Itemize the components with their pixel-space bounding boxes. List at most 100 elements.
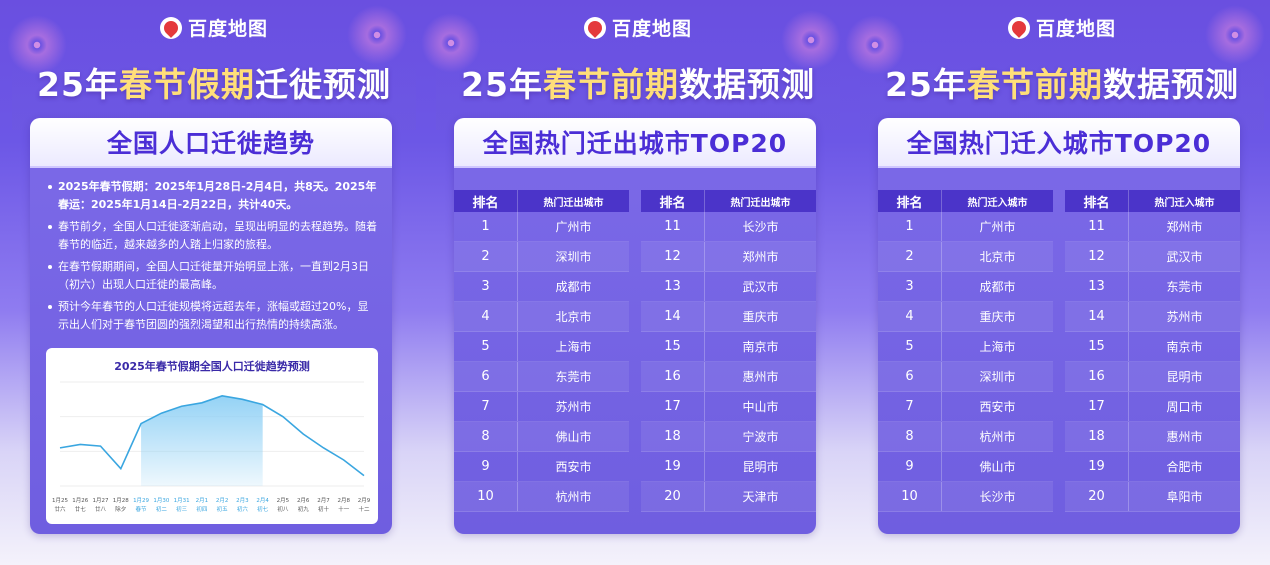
- ranking-tables: 排名 热门迁出城市 1 广州市 2 深圳市 3 成都市 4 北京市 5 上海市 6 东莞市 7 苏州市 8 佛山市…: [454, 190, 816, 512]
- city-cell: 成都市: [979, 280, 1016, 294]
- x-tick-label: 初三: [176, 505, 188, 513]
- outbound-card: 全国热门迁出城市TOP20 排名 热门迁出城市 1 广州市 2 深圳市 3 成都市 4 北京市 5 上…: [454, 118, 816, 534]
- x-tick-label: 初七: [257, 505, 269, 513]
- baidu-maps-logo: 百度地图: [12, 14, 416, 41]
- city-cell: 周口市: [1166, 400, 1203, 414]
- rank-header: 排名: [454, 190, 518, 212]
- x-tick-label: 十二: [358, 505, 370, 513]
- city-cell: 苏州市: [1166, 310, 1203, 324]
- rank-cell: 2: [454, 242, 518, 271]
- city-cell: 西安市: [555, 460, 592, 474]
- panel-headline: 25年春节假期迁徙预测: [37, 65, 391, 104]
- city-cell: 深圳市: [979, 370, 1016, 384]
- x-tick-label: 2月2: [216, 497, 229, 504]
- city-cell: 东莞市: [555, 370, 592, 384]
- rank-cell: 11: [1065, 212, 1129, 241]
- table-row: 8 佛山市: [454, 422, 629, 452]
- rank-cell: 20: [1065, 482, 1129, 511]
- rank-cell: 13: [1065, 272, 1129, 301]
- rank-cell: 12: [641, 242, 705, 271]
- table-header: 排名 热门迁入城市: [878, 190, 1053, 212]
- city-cell: 北京市: [979, 250, 1016, 264]
- city-header: 热门迁出城市: [730, 197, 791, 209]
- bullet-item: 预计今年春节的人口迁徙规模将远超去年，涨幅或超过20%，显示出人们对于春节团圆的…: [48, 298, 378, 334]
- bullet-item: 春节前夕，全国人口迁徙逐渐启动，呈现出明显的去程趋势。随着春节的临近，越来越多的…: [48, 218, 378, 254]
- x-tick-label: 1月27: [93, 497, 109, 504]
- table-header: 排名 热门迁出城市: [454, 190, 629, 212]
- x-tick-label: 2月6: [297, 497, 310, 504]
- firework-decoration: [1200, 0, 1270, 70]
- x-tick-label: 2月1: [196, 497, 209, 504]
- table-row: 9 佛山市: [878, 452, 1053, 482]
- trend-card: 全国人口迁徙趋势 2025年春节假期：2025年1月28日-2月4日，共8天。2…: [30, 118, 392, 534]
- trend-chart: 2025年春节假期全国人口迁徙趋势预测 1月25 廿六 1月26 廿七 1月27 廿八 1月…: [46, 348, 378, 524]
- x-tick-label: 2月5: [277, 497, 290, 504]
- table-row: 15 南京市: [641, 332, 816, 362]
- x-tick-label: 除夕: [115, 505, 126, 513]
- city-cell: 长沙市: [742, 220, 779, 234]
- city-cell: 上海市: [979, 340, 1016, 354]
- baidu-maps-icon: [159, 16, 182, 39]
- table-row: 6 深圳市: [878, 362, 1053, 392]
- panel-headline: 25年春节前期数据预测: [885, 65, 1239, 104]
- baidu-maps-icon: [1007, 16, 1030, 39]
- panel-headline: 25年春节前期数据预测: [461, 65, 815, 104]
- rank-cell: 9: [878, 452, 942, 481]
- rank-cell: 14: [1065, 302, 1129, 331]
- x-tick-label: 2月7: [317, 497, 330, 504]
- firework-decoration: [416, 8, 486, 78]
- rank-cell: 5: [454, 332, 518, 361]
- city-cell: 惠州市: [742, 370, 779, 384]
- x-tick-label: 十一: [338, 505, 350, 513]
- table-row: 20 阜阳市: [1065, 482, 1240, 512]
- city-cell: 成都市: [555, 280, 592, 294]
- baidu-maps-logo: 百度地图: [860, 14, 1264, 41]
- rank-cell: 13: [641, 272, 705, 301]
- firework-decoration: [2, 10, 72, 80]
- city-cell: 杭州市: [555, 490, 592, 504]
- city-cell: 南京市: [742, 340, 779, 354]
- city-cell: 佛山市: [555, 430, 592, 444]
- rank-cell: 20: [641, 482, 705, 511]
- city-cell: 广州市: [555, 220, 592, 234]
- x-tick-label: 初二: [156, 505, 168, 513]
- x-tick-label: 2月9: [358, 497, 371, 504]
- city-cell: 郑州市: [742, 250, 779, 264]
- table-row: 7 苏州市: [454, 392, 629, 422]
- city-cell: 佛山市: [979, 460, 1016, 474]
- city-cell: 武汉市: [742, 280, 779, 294]
- city-header: 热门迁入城市: [1154, 197, 1215, 209]
- rank-cell: 4: [878, 302, 942, 331]
- x-tick-label: 初九: [298, 505, 310, 513]
- x-tick-label: 1月30: [153, 497, 169, 504]
- trend-line: [59, 395, 365, 477]
- city-cell: 深圳市: [555, 250, 592, 264]
- table-row: 11 郑州市: [1065, 212, 1240, 242]
- bullet-list: 2025年春节假期：2025年1月28日-2月4日，共8天。2025年春运：20…: [30, 168, 392, 334]
- table-row: 5 上海市: [454, 332, 629, 362]
- rank-cell: 6: [878, 362, 942, 391]
- rank-cell: 2: [878, 242, 942, 271]
- rank-cell: 10: [878, 482, 942, 511]
- ranking-table: 排名 热门迁入城市 11 郑州市 12 武汉市 13 东莞市 14 苏州市 15 南京市 16 昆明市 17…: [1065, 190, 1240, 512]
- ranking-table: 排名 热门迁出城市 11 长沙市 12 郑州市 13 武汉市 14 重庆市 15 南京市 16 惠州市 17…: [641, 190, 816, 512]
- x-tick-label: 2月8: [337, 497, 350, 504]
- rank-cell: 17: [1065, 392, 1129, 421]
- rank-cell: 8: [454, 422, 518, 451]
- rank-cell: 1: [878, 212, 942, 241]
- table-row: 20 天津市: [641, 482, 816, 512]
- city-cell: 天津市: [742, 490, 779, 504]
- baidu-maps-icon: [583, 16, 606, 39]
- table-row: 9 西安市: [454, 452, 629, 482]
- rank-cell: 5: [878, 332, 942, 361]
- x-tick-label: 2月4: [256, 497, 269, 504]
- firework-decoration: [840, 10, 910, 80]
- holiday-area: [141, 395, 263, 486]
- brand-name: 百度地图: [187, 18, 268, 40]
- x-tick-label: 廿七: [75, 505, 87, 513]
- rank-header: 排名: [878, 190, 942, 212]
- table-row: 19 合肥市: [1065, 452, 1240, 482]
- table-row: 11 长沙市: [641, 212, 816, 242]
- table-row: 13 东莞市: [1065, 272, 1240, 302]
- table-row: 2 北京市: [878, 242, 1053, 272]
